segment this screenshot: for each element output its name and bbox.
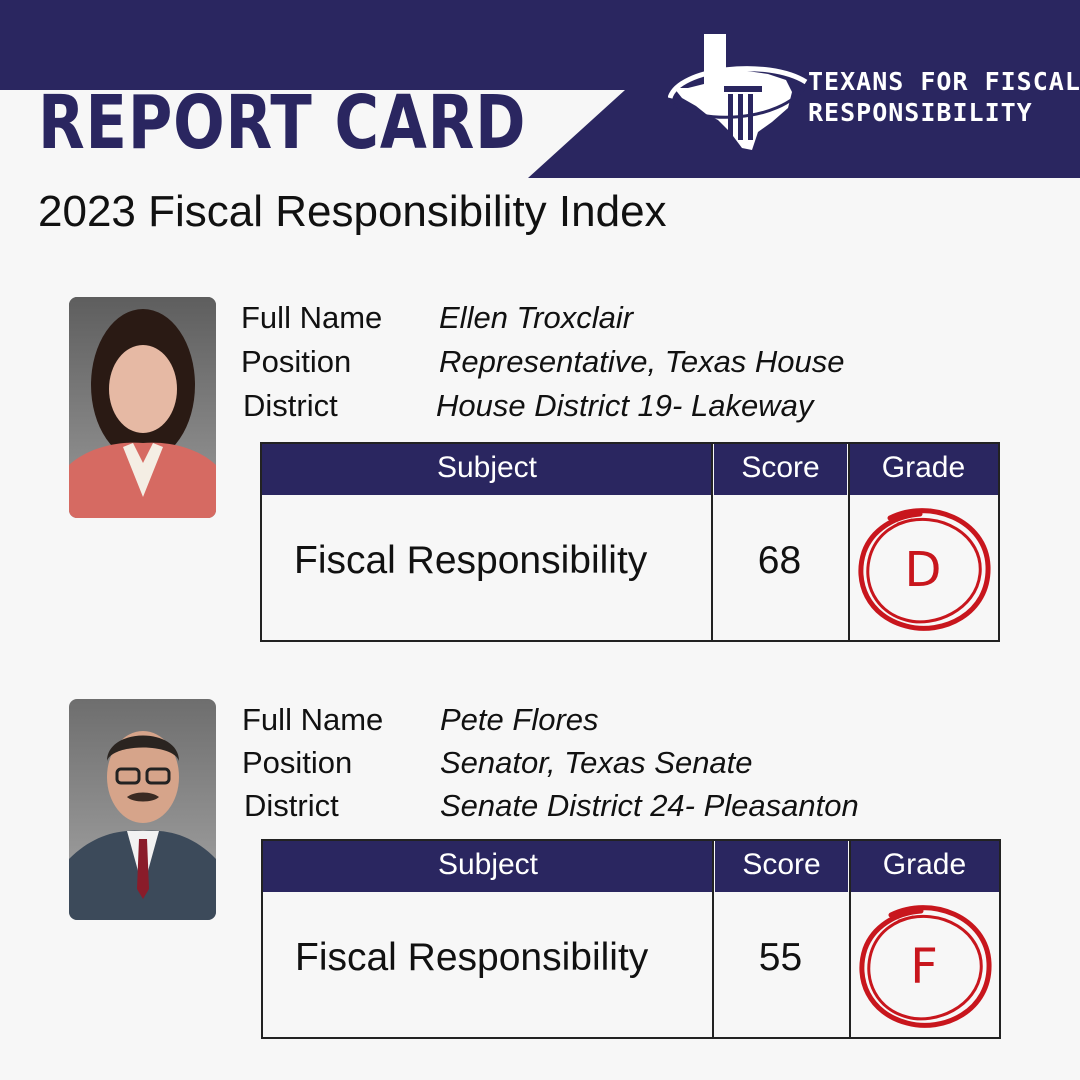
- circled-grade-mark: F: [859, 905, 992, 1028]
- brand-line-1: TEXANS FOR FISCAL: [808, 67, 1080, 96]
- position-value: Representative, Texas House: [439, 344, 845, 379]
- score-header: Score: [714, 444, 847, 495]
- full-name-label: Full Name: [242, 702, 384, 737]
- full-name-label: Full Name: [241, 300, 383, 335]
- position-label: Position: [242, 745, 353, 780]
- subject-cell: Fiscal Responsibility: [295, 936, 649, 979]
- page-title: REPORT CARD: [38, 80, 527, 166]
- position-label: Position: [241, 344, 352, 379]
- grade-table: Subject Score Grade Fiscal Responsibilit…: [260, 442, 1000, 642]
- grade-table: Subject Score Grade Fiscal Responsibilit…: [261, 839, 1001, 1039]
- portrait-man-image: [69, 699, 216, 920]
- district-label: District: [243, 388, 338, 423]
- circled-grade-mark: D: [858, 508, 991, 631]
- legislator-photo: [69, 699, 216, 920]
- full-name-value: Pete Flores: [440, 702, 599, 737]
- report-card-2: Full Name Pete Flores Position Senator, …: [0, 699, 1080, 1059]
- subject-header: Subject: [262, 444, 712, 495]
- grade-header: Grade: [850, 841, 999, 892]
- column-divider: [712, 841, 714, 1037]
- column-divider: [848, 444, 850, 640]
- district-label: District: [244, 788, 339, 823]
- portrait-woman-image: [69, 297, 216, 518]
- texas-column-logo-icon: [668, 34, 808, 150]
- position-value: Senator, Texas Senate: [440, 745, 753, 780]
- grade-letter: F: [910, 939, 938, 995]
- brand-name: TEXANS FOR FISCAL RESPONSIBILITY: [808, 66, 1080, 128]
- brand-line-2: RESPONSIBILITY: [808, 98, 1033, 127]
- score-cell: 68: [757, 539, 802, 582]
- score-cell: 55: [758, 936, 803, 979]
- legislator-photo: [69, 297, 216, 518]
- full-name-value: Ellen Troxclair: [439, 300, 634, 335]
- district-value: Senate District 24- Pleasanton: [440, 788, 859, 823]
- brand-logo: TEXANS FOR FISCAL RESPONSIBILITY: [668, 28, 1080, 156]
- score-header: Score: [715, 841, 848, 892]
- report-card-1: Full Name Ellen Troxclair Position Repre…: [0, 297, 1080, 657]
- page-subtitle: 2023 Fiscal Responsibility Index: [38, 187, 667, 236]
- header-band: [0, 0, 1080, 178]
- grade-header: Grade: [849, 444, 998, 495]
- column-divider: [711, 444, 713, 640]
- grade-letter: D: [905, 542, 942, 598]
- subject-header: Subject: [263, 841, 713, 892]
- subject-cell: Fiscal Responsibility: [294, 539, 648, 582]
- district-value: House District 19- Lakeway: [436, 388, 814, 423]
- column-divider: [849, 841, 851, 1037]
